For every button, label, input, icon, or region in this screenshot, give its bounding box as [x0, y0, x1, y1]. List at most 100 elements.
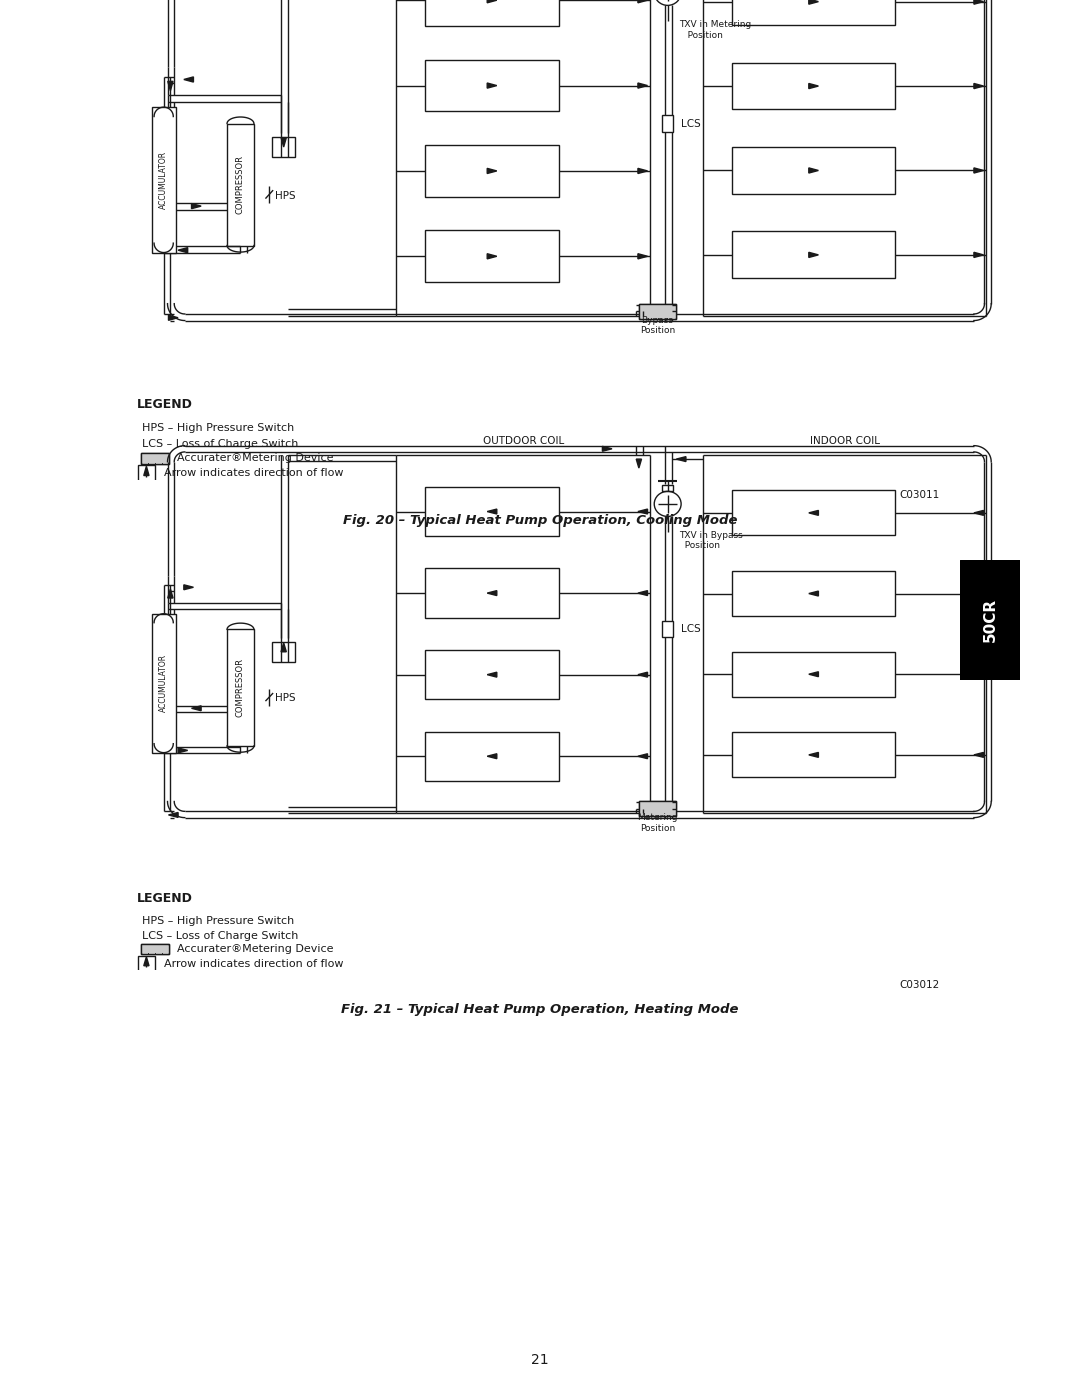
Text: Arrow indicates direction of flow: Arrow indicates direction of flow: [164, 958, 343, 968]
Text: HPS: HPS: [275, 191, 296, 201]
Polygon shape: [167, 590, 173, 598]
Bar: [151, 108, 176, 253]
Polygon shape: [809, 753, 819, 757]
Polygon shape: [487, 169, 497, 173]
Bar: [424, 569, 559, 617]
Bar: [272, 137, 295, 158]
Polygon shape: [974, 591, 984, 597]
Bar: [151, 116, 176, 243]
Bar: [662, 485, 673, 492]
Polygon shape: [676, 457, 686, 461]
Bar: [424, 488, 559, 536]
Polygon shape: [144, 957, 149, 965]
Polygon shape: [974, 672, 984, 676]
Polygon shape: [974, 84, 984, 88]
Polygon shape: [974, 510, 984, 515]
Bar: [639, 802, 676, 816]
Text: LCS: LCS: [681, 119, 701, 129]
Text: LCS – Loss of Charge Switch: LCS – Loss of Charge Switch: [141, 440, 298, 450]
Bar: [640, 802, 675, 814]
Polygon shape: [603, 446, 612, 451]
Bar: [732, 490, 895, 535]
Polygon shape: [809, 510, 819, 515]
Text: Accurater®Metering Device: Accurater®Metering Device: [177, 944, 334, 954]
Text: COMPRESSOR: COMPRESSOR: [235, 658, 245, 717]
Text: 50CR: 50CR: [983, 598, 998, 643]
Text: LCS – Loss of Charge Switch: LCS – Loss of Charge Switch: [141, 930, 298, 942]
Text: OUTDOOR COIL: OUTDOOR COIL: [483, 436, 564, 446]
Bar: [141, 454, 168, 462]
Bar: [140, 453, 170, 464]
Polygon shape: [487, 254, 497, 258]
Polygon shape: [974, 0, 984, 4]
Polygon shape: [809, 84, 819, 88]
Bar: [140, 453, 170, 464]
Polygon shape: [638, 672, 648, 678]
Polygon shape: [178, 247, 188, 253]
Polygon shape: [487, 591, 497, 595]
Text: LEGEND: LEGEND: [137, 891, 192, 905]
Polygon shape: [167, 81, 173, 91]
Polygon shape: [638, 254, 648, 258]
Bar: [424, 231, 559, 282]
Polygon shape: [168, 316, 178, 320]
Text: INDOOR COIL: INDOOR COIL: [810, 436, 880, 446]
Text: C03012: C03012: [900, 981, 940, 990]
Polygon shape: [638, 82, 648, 88]
Text: HPS: HPS: [275, 693, 296, 704]
Bar: [662, 115, 674, 131]
Text: Accurater®Metering Device: Accurater®Metering Device: [177, 454, 334, 464]
Polygon shape: [809, 0, 819, 4]
Text: 21: 21: [531, 1354, 549, 1368]
Text: TXV in Bypass
  Position: TXV in Bypass Position: [679, 531, 743, 550]
Polygon shape: [191, 204, 201, 208]
Polygon shape: [809, 672, 819, 676]
Bar: [424, 0, 559, 27]
Bar: [424, 650, 559, 700]
Text: Fig. 21 – Typical Heat Pump Operation, Heating Mode: Fig. 21 – Typical Heat Pump Operation, H…: [341, 1003, 739, 1017]
Text: LEGEND: LEGEND: [137, 398, 192, 412]
Text: Fig. 20 – Typical Heat Pump Operation, Cooling Mode: Fig. 20 – Typical Heat Pump Operation, C…: [342, 514, 738, 527]
Polygon shape: [638, 169, 648, 173]
Bar: [732, 232, 895, 278]
Polygon shape: [184, 77, 193, 82]
Text: Metering
Position: Metering Position: [637, 813, 678, 833]
Bar: [138, 956, 156, 972]
Polygon shape: [638, 0, 648, 3]
Bar: [662, 622, 674, 637]
Polygon shape: [636, 460, 642, 468]
Bar: [140, 944, 170, 954]
Text: LCS: LCS: [681, 624, 701, 634]
Polygon shape: [809, 253, 819, 257]
Polygon shape: [974, 753, 984, 757]
Text: TXV in Metering
   Position: TXV in Metering Position: [679, 21, 752, 39]
Bar: [640, 305, 675, 317]
Polygon shape: [638, 591, 648, 595]
Polygon shape: [487, 509, 497, 514]
Polygon shape: [974, 168, 984, 173]
Text: HPS – High Pressure Switch: HPS – High Pressure Switch: [141, 423, 294, 433]
Text: ACCUMULATOR: ACCUMULATOR: [159, 654, 168, 712]
Polygon shape: [638, 509, 648, 514]
Polygon shape: [487, 82, 497, 88]
Polygon shape: [191, 705, 201, 711]
Polygon shape: [809, 591, 819, 597]
Polygon shape: [168, 813, 178, 817]
Text: HPS – High Pressure Switch: HPS – High Pressure Switch: [141, 915, 294, 926]
Bar: [732, 63, 895, 109]
Polygon shape: [178, 747, 188, 753]
Polygon shape: [638, 754, 648, 759]
Polygon shape: [184, 585, 193, 590]
Polygon shape: [144, 467, 149, 475]
Polygon shape: [487, 0, 497, 3]
Bar: [732, 732, 895, 777]
Bar: [227, 630, 254, 746]
Bar: [227, 123, 254, 246]
Text: C03011: C03011: [900, 490, 940, 500]
Bar: [639, 303, 676, 319]
Polygon shape: [281, 643, 286, 652]
Text: Arrow indicates direction of flow: Arrow indicates direction of flow: [164, 468, 343, 478]
Bar: [138, 465, 156, 482]
Text: COMPRESSOR: COMPRESSOR: [235, 155, 245, 214]
Bar: [140, 944, 170, 954]
